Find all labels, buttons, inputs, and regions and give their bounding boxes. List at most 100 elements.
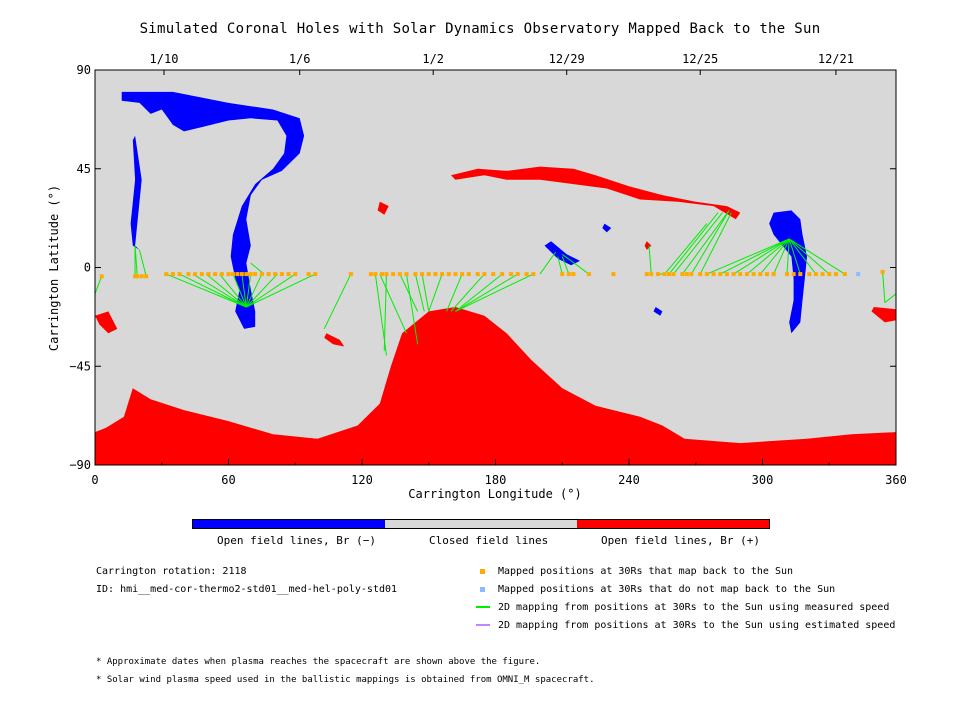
mapping-line-34	[539, 251, 556, 275]
mapped-point-29	[348, 272, 353, 277]
x-tick-label-2: 120	[351, 473, 373, 487]
legend-label-unmapped: Mapped positions at 30Rs that do not map…	[498, 584, 836, 595]
x-tick-label-1: 60	[221, 473, 235, 487]
x-tick-label-6: 360	[885, 473, 907, 487]
mapped-point-44	[460, 272, 465, 277]
mapped-point-62	[662, 272, 667, 277]
mapped-point-7	[177, 272, 182, 277]
mapped-point-50	[509, 272, 514, 277]
mapped-point-6	[170, 272, 175, 277]
x-tick-label-4: 240	[618, 473, 640, 487]
mapping-line-46	[746, 238, 790, 275]
x-tick-label-5: 300	[752, 473, 774, 487]
positive-open-region-12	[644, 241, 652, 250]
mapped-point-18	[244, 272, 249, 277]
mapping-line-40	[690, 210, 730, 275]
mapping-line-10	[241, 274, 247, 308]
mapping-line-33	[561, 253, 590, 275]
mapped-point-45	[466, 272, 471, 277]
mapped-point-49	[500, 272, 505, 277]
mapped-point-85	[820, 272, 825, 277]
mapping-line-12	[245, 273, 263, 308]
mapped-point-5	[164, 272, 169, 277]
mapped-point-72	[724, 272, 729, 277]
mapping-line-11	[245, 274, 252, 308]
mapped-point-27	[306, 272, 311, 277]
note-dates: * Approximate dates when plasma reaches …	[96, 657, 541, 667]
negative-open-region-5	[769, 210, 807, 334]
mapping-line-25	[455, 273, 503, 312]
legend-line-measured	[476, 606, 490, 608]
mapping-line-55	[884, 293, 897, 304]
mapped-point-28	[313, 272, 318, 277]
model-id: ID: hmi__med-cor-thermo2-std01__med-hel-…	[96, 584, 398, 595]
mapped-point-77	[758, 272, 763, 277]
mapped-point-22	[266, 272, 271, 277]
mapped-point-17	[239, 272, 244, 277]
legend-label-mapped: Mapped positions at 30Rs that map back t…	[498, 566, 794, 577]
x-tick-label-0: 0	[91, 473, 98, 487]
mapped-point-3	[139, 274, 144, 279]
mapping-line-13	[245, 273, 278, 308]
unmapped-point-0	[856, 272, 861, 277]
mapped-point-38	[420, 272, 425, 277]
top-date-label-0: 1/10	[150, 52, 179, 66]
mapped-point-32	[380, 272, 385, 277]
mapped-point-34	[391, 272, 396, 277]
mapped-point-25	[286, 272, 291, 277]
mapping-line-28	[399, 273, 419, 312]
carrington-rotation: Carrington rotation: 2118	[96, 566, 247, 577]
mapped-point-89	[880, 269, 885, 274]
mapping-line-49	[786, 238, 790, 275]
mapped-point-66	[684, 272, 689, 277]
mapped-point-56	[571, 272, 576, 277]
legend-label-measured: 2D mapping from positions at 30Rs to the…	[498, 602, 890, 613]
negative-open-region-4	[653, 307, 663, 316]
mapped-point-31	[373, 272, 378, 277]
mapped-point-75	[744, 272, 749, 277]
mapped-point-80	[784, 272, 789, 277]
mapped-points	[99, 269, 885, 279]
legend-marker-unmapped	[480, 587, 485, 592]
mapping-line-42	[664, 223, 708, 275]
mapped-point-74	[738, 272, 743, 277]
mapping-line-32	[561, 256, 570, 275]
mapping-line-44	[719, 238, 790, 275]
y-tick-label-0: 90	[77, 63, 91, 77]
mapped-point-37	[413, 272, 418, 277]
mapped-point-43	[453, 272, 458, 277]
colorbar	[192, 519, 770, 529]
mapped-point-4	[144, 274, 149, 279]
mapped-point-61	[655, 272, 660, 277]
mapped-point-51	[515, 272, 520, 277]
top-date-label-2: 1/2	[422, 52, 444, 66]
mapping-line-4	[166, 273, 247, 308]
mapping-line-39	[681, 210, 730, 275]
mapping-line-20	[406, 274, 419, 345]
mapped-point-48	[491, 272, 496, 277]
mapping-lines	[94, 210, 897, 356]
mapped-point-35	[397, 272, 402, 277]
mapped-point-23	[273, 272, 278, 277]
mapping-line-8	[219, 273, 247, 308]
mapped-point-33	[384, 272, 389, 277]
positive-open-region-9	[324, 333, 345, 347]
top-date-label-1: 1/6	[289, 52, 311, 66]
mapping-line-52	[788, 238, 830, 275]
mapped-point-26	[293, 272, 298, 277]
mapped-point-73	[731, 272, 736, 277]
mapped-point-14	[226, 272, 231, 277]
x-axis-label: Carrington Longitude (°)	[408, 487, 581, 501]
mapped-point-86	[827, 272, 832, 277]
mapping-line-45	[733, 238, 790, 275]
colorbar-closed	[385, 520, 577, 528]
mapping-line-0	[94, 276, 103, 295]
mapping-line-41	[699, 212, 732, 275]
axes: 0 60 120 180 240 300 360 90 45 0 −45 −90 1/10 1/6 1/2 1…	[69, 52, 907, 487]
mapped-point-53	[531, 272, 536, 277]
legend-marker-mapped	[480, 569, 485, 574]
mapped-point-1	[133, 274, 138, 279]
mapping-line-5	[179, 273, 247, 308]
mapping-line-23	[446, 273, 463, 312]
mapping-line-29	[414, 273, 425, 312]
